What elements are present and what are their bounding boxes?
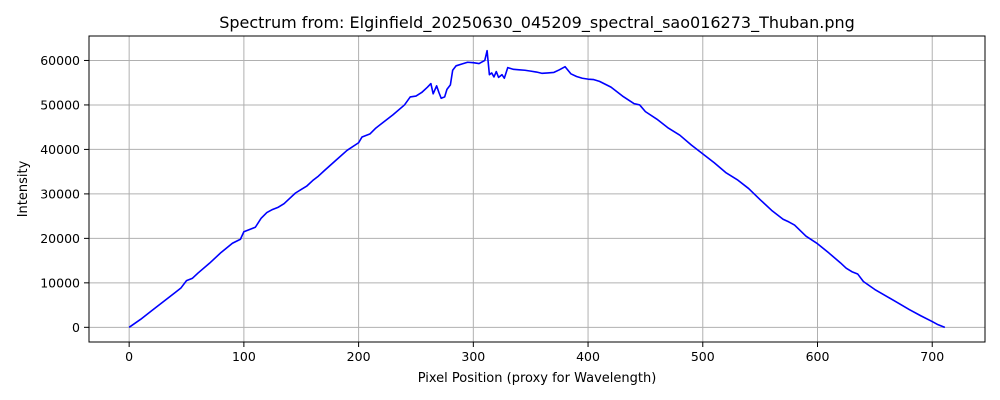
y-tick-label: 60000 xyxy=(40,53,80,68)
axis-ticks: 0 100 200 300 400 500 600 700 0 10000 20000 30000 40… xyxy=(40,53,944,364)
x-tick-label: 300 xyxy=(461,349,485,364)
x-tick-label: 500 xyxy=(691,349,715,364)
y-tick-label: 0 xyxy=(72,320,80,335)
y-tick-label: 50000 xyxy=(40,97,80,112)
x-tick-label: 700 xyxy=(920,349,944,364)
x-tick-label: 200 xyxy=(347,349,371,364)
x-tick-label: 400 xyxy=(576,349,600,364)
y-axis-label: Intensity xyxy=(16,160,31,217)
y-tick-label: 40000 xyxy=(40,142,80,157)
y-tick-label: 20000 xyxy=(40,231,80,246)
y-tick-label: 30000 xyxy=(40,186,80,201)
series-group xyxy=(128,49,946,329)
chart-title: Spectrum from: Elginfield_20250630_04520… xyxy=(219,13,855,33)
grid-lines xyxy=(89,36,985,342)
spectrum-line xyxy=(128,49,946,329)
x-tick-label: 600 xyxy=(806,349,830,364)
x-tick-label: 100 xyxy=(232,349,256,364)
x-axis-label: Pixel Position (proxy for Wavelength) xyxy=(418,371,657,386)
y-tick-label: 10000 xyxy=(40,275,80,290)
plot-frame xyxy=(88,35,986,343)
x-tick-label: 0 xyxy=(125,349,133,364)
